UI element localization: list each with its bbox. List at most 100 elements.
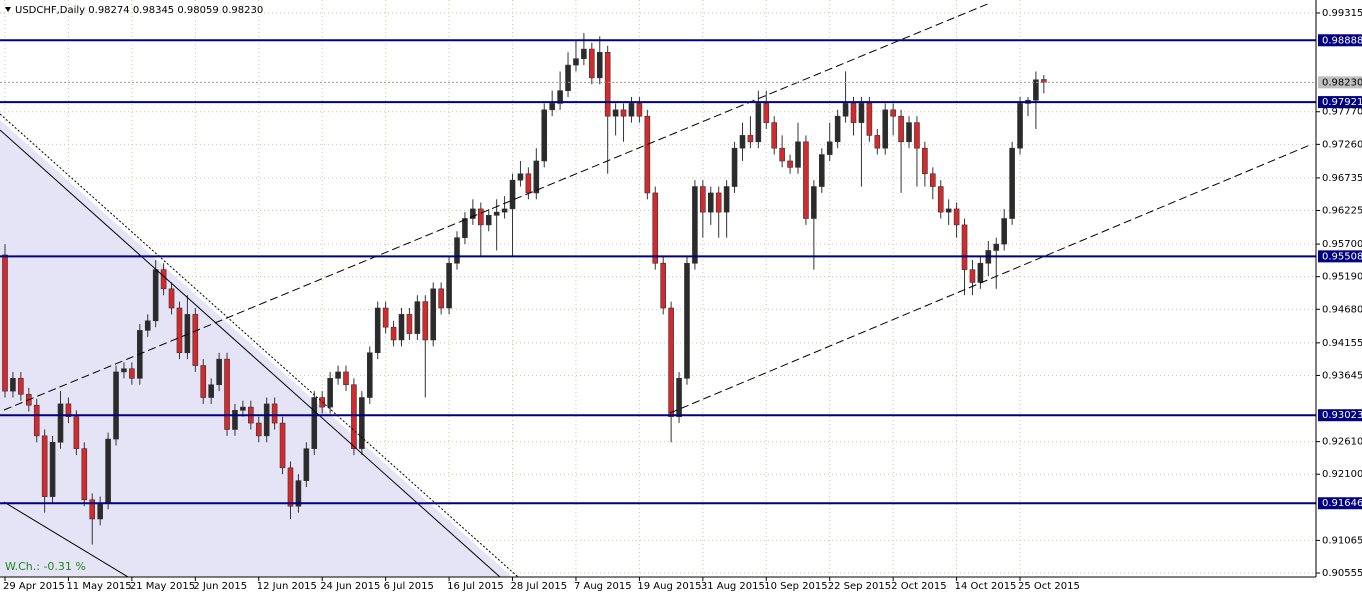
candle-body-up (295, 480, 302, 507)
y-tick-label: 0.94680 (1322, 304, 1362, 315)
candle-body-down (176, 307, 183, 354)
candle-body-down (668, 307, 674, 417)
y-tick-label: 0.92100 (1322, 469, 1362, 480)
y-tick-label: 0.91065 (1322, 535, 1362, 546)
candle-body-down (65, 403, 72, 417)
candle-body-down (343, 371, 349, 386)
candle-body-down (953, 208, 960, 226)
candle-body-up (676, 378, 682, 417)
chart-title: USDCHF,Daily 0.98274 0.98345 0.98059 0.9… (15, 5, 263, 16)
candle-body-down (747, 135, 754, 143)
candle-body-down (866, 103, 873, 136)
candle-body-down (160, 269, 167, 290)
y-tick-label: 0.96735 (1322, 173, 1362, 184)
menu-arrow (5, 7, 11, 12)
candle-body-up (97, 502, 103, 520)
candle-body-down (224, 358, 230, 430)
candle-body-up (470, 208, 476, 219)
candle-body-down (779, 147, 785, 162)
level-label-box (1318, 409, 1362, 422)
candle-body-down (874, 135, 881, 149)
trend-line (3, 501, 129, 578)
candle-body-down (898, 115, 904, 143)
candle-body-up (454, 237, 460, 264)
candle-body-down (969, 269, 976, 283)
candle-body-down (41, 435, 48, 497)
level-label: 0.98888 (1322, 35, 1362, 46)
x-tick-label: 2 Jun 2015 (193, 581, 247, 592)
candle-body-down (279, 422, 286, 469)
y-tick-label: 0.93645 (1322, 370, 1362, 381)
y-tick-label: 0.99315 (1322, 8, 1362, 19)
y-tick-label: 0.90555 (1322, 568, 1362, 579)
candle-body-up (49, 441, 56, 497)
candle-body-up (105, 438, 111, 504)
x-tick-label: 24 Jun 2015 (320, 581, 380, 592)
current-price-box (1318, 76, 1362, 89)
candle-body-up (731, 147, 738, 187)
candle-body-down (406, 314, 413, 334)
candle-body-down (390, 326, 397, 341)
levels: 0.98888 0.97921 0.95508 0.93023 0.91646 0.982… (0, 34, 1362, 510)
candle-body-down (477, 208, 484, 226)
candle-body-down (382, 307, 389, 328)
candle-body-up (993, 243, 1000, 251)
candle-body-up (232, 409, 238, 430)
x-tick-label: 29 Apr 2015 (3, 581, 65, 592)
candle-body-down (961, 224, 968, 270)
candles (2, 33, 1047, 545)
candle-body-up (945, 208, 952, 213)
x-tick-label: 28 Jul 2015 (511, 581, 568, 592)
candle-body-down (73, 416, 80, 449)
x-tick-label: 16 Jul 2015 (447, 581, 504, 592)
candle-body-down (660, 262, 666, 309)
y-tick-label: 0.92610 (1322, 437, 1362, 448)
candle-body-down (2, 254, 8, 392)
candle-body-down (255, 422, 262, 437)
candle-body-down (644, 115, 651, 194)
x-tick-label: 2 Oct 2015 (891, 581, 946, 592)
candle-body-up (366, 352, 373, 398)
level-label: 0.93023 (1322, 410, 1362, 421)
level-label-box (1318, 497, 1362, 510)
candle-body-up (858, 103, 865, 123)
candle-body-up (811, 186, 817, 219)
candle-body-up (565, 64, 571, 91)
candle-body-up (739, 135, 746, 149)
candle-body-up (723, 186, 730, 213)
candle-body-up (707, 192, 714, 213)
candle-body-down (89, 499, 96, 520)
candle-body-up (398, 314, 405, 341)
candle-body-up (882, 109, 889, 149)
candle-body-up (628, 103, 635, 117)
channel-shading (0, 120, 512, 577)
candle-body-up (240, 406, 246, 411)
candle-body-down (287, 467, 294, 507)
candle-body-up (311, 397, 318, 449)
candle-body-down (271, 403, 278, 424)
candle-body-down (200, 365, 207, 398)
candle-body-down (129, 368, 135, 379)
candle-body-up (612, 109, 619, 117)
candle-body-up (906, 122, 912, 143)
candle-body-up (509, 179, 516, 210)
candle-body-up (414, 301, 421, 334)
y-tick-label: 0.96225 (1322, 206, 1362, 217)
level-label-box (1318, 34, 1362, 47)
candle-body-up (263, 403, 270, 437)
trend-line (3, 2, 991, 411)
candle-body-up (818, 154, 825, 187)
trend-line (669, 144, 1311, 414)
candle-body-up (533, 160, 540, 194)
candle-body-up (144, 320, 151, 331)
y-tick-label: 0.97260 (1322, 139, 1362, 150)
current-price-label: 0.98230 (1322, 77, 1362, 88)
x-tick-label: 19 Aug 2015 (637, 581, 701, 592)
candle-body-down (192, 314, 199, 366)
candle-body-up (826, 141, 833, 155)
x-tick-label: 31 Aug 2015 (701, 581, 765, 592)
candle-body-up (152, 269, 159, 322)
candle-body-up (184, 314, 191, 354)
